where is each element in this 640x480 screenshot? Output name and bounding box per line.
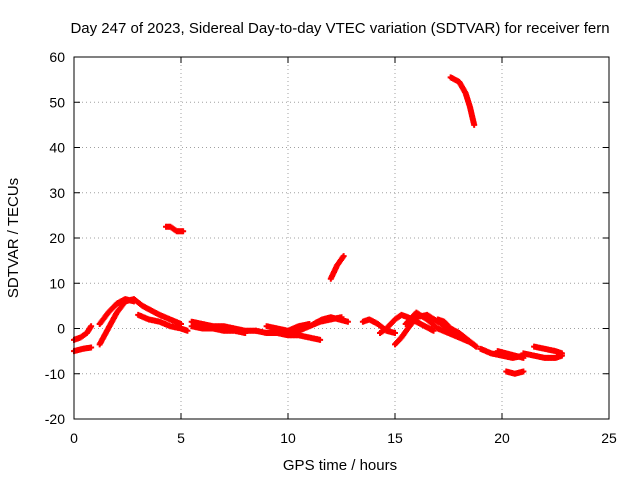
series-track-22 — [503, 368, 527, 377]
series-track-12 — [310, 314, 351, 327]
data-sample — [429, 327, 436, 334]
data-sample — [315, 336, 322, 343]
data-sample — [472, 342, 479, 349]
x-tick-label: 5 — [177, 430, 185, 446]
series-track-17 — [402, 309, 480, 350]
x-tick-label: 15 — [387, 430, 403, 446]
series-track-13 — [327, 253, 347, 282]
x-tick-label: 0 — [70, 430, 78, 446]
data-sample — [470, 120, 477, 127]
y-axis-label: SDTVAR / TECUs — [5, 178, 22, 298]
y-tick-label: 0 — [57, 321, 65, 337]
x-tick-label: 25 — [601, 430, 617, 446]
data-sample — [343, 318, 350, 325]
series-track-6 — [163, 223, 187, 235]
data-sample — [518, 354, 525, 361]
y-tick-label: 10 — [49, 275, 65, 291]
series-track-18 — [434, 316, 480, 350]
data-sample — [129, 297, 136, 304]
x-axis-label: GPS time / hours — [283, 457, 397, 474]
y-tick-label: -20 — [45, 411, 65, 427]
y-tick-label: 40 — [49, 140, 65, 156]
y-tick-label: 50 — [49, 94, 65, 110]
data-sample — [518, 368, 525, 375]
y-tick-label: 60 — [49, 49, 65, 65]
data-sample — [87, 324, 94, 331]
series-track-5 — [135, 311, 191, 334]
data-sample — [183, 327, 190, 334]
series-track-3 — [96, 296, 184, 348]
y-tick-label: 20 — [49, 230, 65, 246]
series-track-8 — [188, 323, 249, 337]
series-track-4 — [96, 296, 137, 327]
grid — [74, 57, 609, 419]
data-marks — [71, 74, 565, 377]
x-tick-label: 10 — [280, 430, 296, 446]
x-tick-label: 20 — [494, 430, 510, 446]
data-sample — [178, 228, 185, 235]
axis-ticks: 0 5 10 15 20 25 -20 -10 0 10 20 30 40 50 60 — [45, 49, 617, 446]
data-sample — [86, 344, 93, 351]
data-sample — [557, 353, 564, 360]
series-track-21 — [494, 348, 527, 361]
chart-title: Day 247 of 2023, Sidereal Day-to-day VTE… — [70, 20, 609, 37]
y-tick-label: 30 — [49, 185, 65, 201]
data-sample — [240, 329, 247, 336]
series-track-24 — [520, 350, 565, 361]
data-sample — [339, 254, 346, 261]
data-sample — [390, 329, 397, 336]
series-track-19 — [447, 74, 478, 128]
series-track-1 — [71, 323, 95, 343]
y-tick-label: -10 — [45, 366, 65, 382]
